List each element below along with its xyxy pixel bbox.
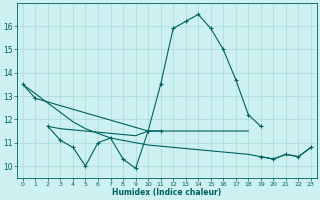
- X-axis label: Humidex (Indice chaleur): Humidex (Indice chaleur): [112, 188, 221, 197]
